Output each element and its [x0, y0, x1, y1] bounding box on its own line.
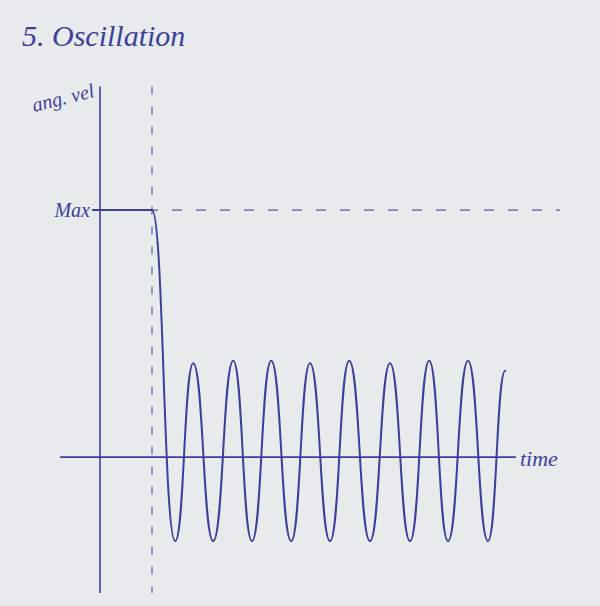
plot-area — [100, 210, 505, 541]
transition-line — [151, 87, 152, 594]
y-tick — [92, 209, 100, 211]
chart: 5. Oscillation ang. vel time Max — [0, 0, 600, 606]
x-axis-label: time — [520, 446, 558, 471]
background — [0, 0, 600, 606]
y-axis — [99, 87, 101, 594]
x-axis — [60, 456, 516, 458]
angular-velocity-line — [100, 210, 505, 541]
y-axis-label: ang. vel — [30, 79, 97, 117]
grid-line — [100, 209, 560, 210]
title: 5. Oscillation — [22, 19, 185, 52]
y-tick-label: Max — [53, 199, 90, 221]
